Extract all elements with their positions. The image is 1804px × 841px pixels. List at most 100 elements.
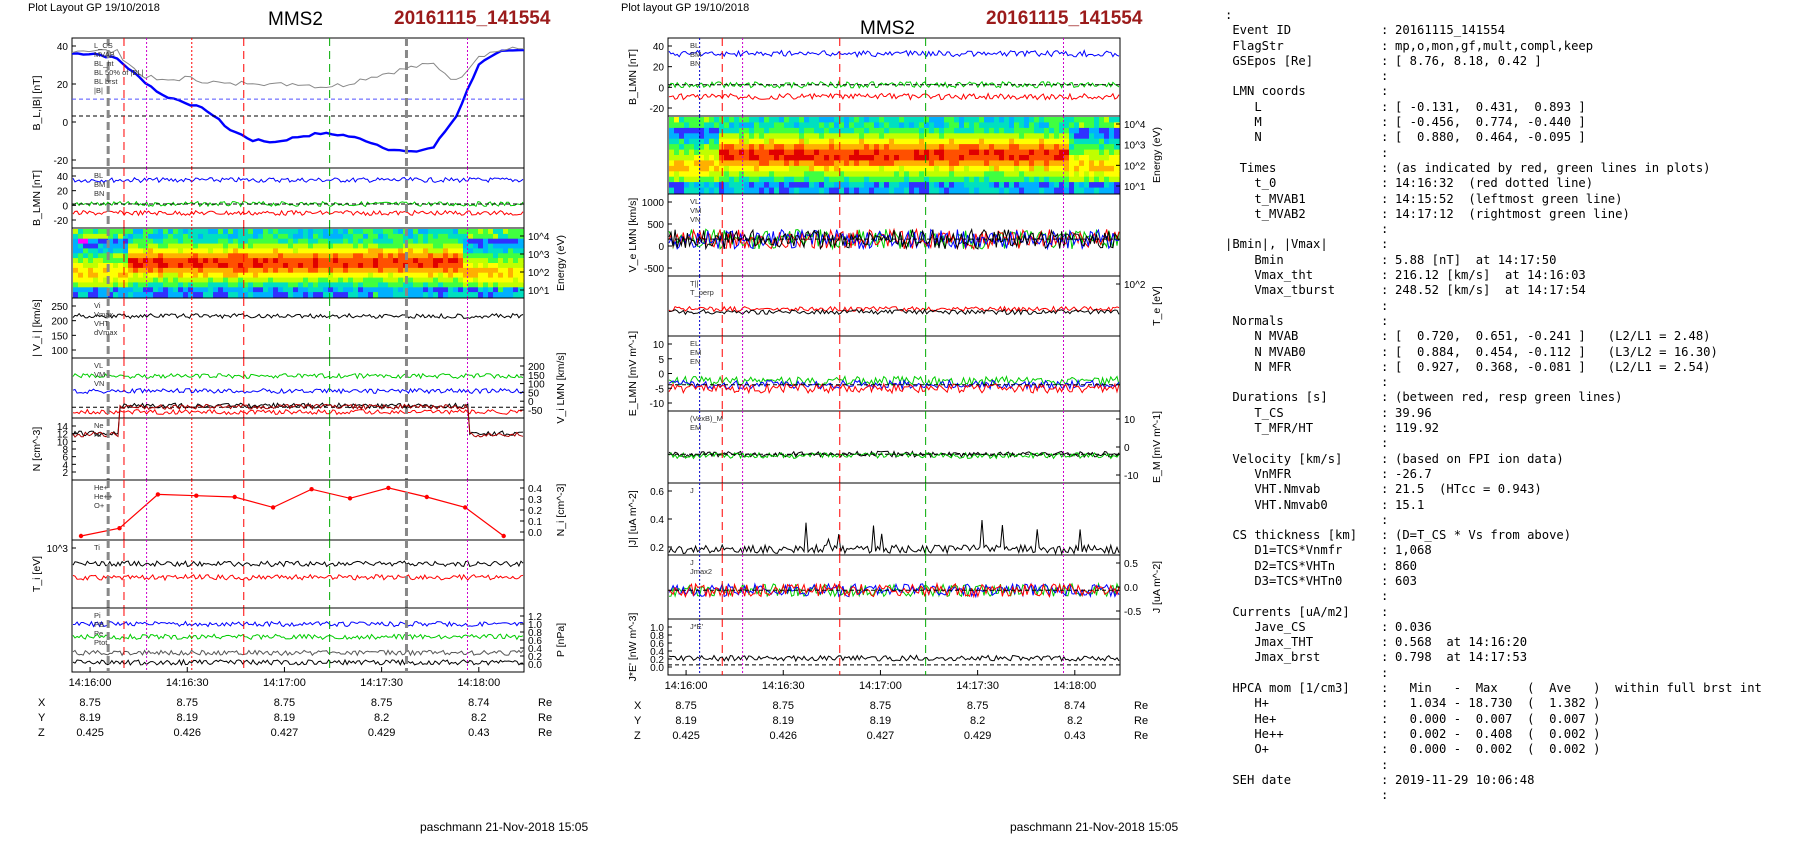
spectrogram-cell bbox=[313, 282, 319, 288]
y-axis-label: T_e [eV] bbox=[1151, 286, 1163, 326]
spectrogram-cell bbox=[328, 238, 334, 245]
spectrogram-cell bbox=[1004, 182, 1010, 189]
spectrogram-cell bbox=[198, 229, 204, 235]
spectrogram-cell bbox=[78, 229, 84, 235]
spectrogram-cell bbox=[488, 282, 494, 288]
spectrogram-cell bbox=[303, 292, 309, 298]
spectrogram-cell bbox=[303, 248, 309, 254]
spectrogram-cell bbox=[999, 160, 1005, 167]
spectrogram-cell bbox=[1014, 133, 1020, 140]
spectrogram-cell bbox=[228, 267, 234, 274]
spectrogram-cell bbox=[233, 248, 239, 254]
spectrogram-cell bbox=[919, 127, 925, 134]
spectrogram-cell bbox=[694, 117, 700, 123]
spectrogram-cell bbox=[669, 176, 675, 183]
spectrogram-cell bbox=[138, 292, 144, 298]
spectrogram-cell bbox=[323, 253, 329, 259]
spectrogram-cell bbox=[283, 263, 289, 269]
spectrogram-cell bbox=[1029, 155, 1035, 161]
spectrogram-cell bbox=[358, 233, 364, 240]
spectrogram-cell bbox=[358, 229, 364, 235]
spectrogram-cell bbox=[899, 155, 905, 161]
spectrogram-cell bbox=[373, 272, 379, 279]
spectrogram-cell bbox=[719, 138, 725, 145]
summary-key: Normals bbox=[1225, 313, 1284, 328]
y-axis-label: |J| [uA m^-2] bbox=[627, 490, 639, 548]
spectrogram-cell bbox=[383, 248, 389, 254]
spectrogram-cell bbox=[744, 182, 750, 189]
spectrogram-cell bbox=[448, 229, 454, 235]
spectrogram-cell bbox=[914, 149, 920, 156]
spectrogram-cell bbox=[929, 187, 935, 194]
spectrogram-cell bbox=[854, 176, 860, 183]
spectrogram-cell bbox=[153, 277, 159, 284]
spectrogram-cell bbox=[839, 182, 845, 189]
spectrogram-cell bbox=[694, 138, 700, 145]
spectrogram-cell bbox=[208, 267, 214, 274]
summary-colon: : bbox=[1381, 115, 1389, 130]
spectrogram-cell bbox=[669, 127, 675, 134]
spectrogram-cell bbox=[1074, 160, 1080, 167]
spectrogram-cell bbox=[914, 144, 920, 151]
spectrogram-cell bbox=[173, 292, 179, 298]
legend-entry: BL bbox=[690, 41, 699, 50]
spectrogram-cell bbox=[1109, 133, 1115, 140]
spectrogram-cell bbox=[989, 171, 995, 178]
spectrogram-cell bbox=[338, 229, 344, 235]
spectrogram-cell bbox=[924, 127, 930, 134]
spectrogram-cell bbox=[1099, 171, 1105, 178]
panel-frame bbox=[71, 417, 525, 481]
y-tick-label: 0.6 bbox=[650, 639, 664, 650]
spectrogram-cell bbox=[929, 122, 935, 129]
spectrogram-cell bbox=[899, 122, 905, 129]
spectrogram-cell bbox=[864, 165, 870, 172]
orbit-row-label: Z bbox=[38, 727, 45, 739]
spectrogram-cell bbox=[824, 133, 830, 140]
spectrogram-cell bbox=[999, 133, 1005, 140]
spectrogram-cell bbox=[118, 258, 124, 264]
spectrogram-cell bbox=[313, 253, 319, 259]
spectrogram-cell bbox=[944, 171, 950, 178]
spectrogram-cell bbox=[984, 122, 990, 129]
spectrogram-cell bbox=[128, 272, 134, 279]
spectrogram-cell bbox=[273, 238, 279, 245]
summary-key: L bbox=[1225, 99, 1262, 114]
spectrogram-cell bbox=[1009, 182, 1015, 189]
spectrogram-cell bbox=[508, 263, 514, 269]
spectrogram-cell bbox=[784, 160, 790, 167]
spectrogram-cell bbox=[463, 263, 469, 269]
spectrogram-cell bbox=[884, 160, 890, 167]
spectrogram-cell bbox=[323, 272, 329, 279]
spectrogram-cell bbox=[213, 238, 219, 245]
spectrogram-cell bbox=[864, 187, 870, 194]
spectrogram-cell bbox=[298, 292, 304, 298]
spectrogram-cell bbox=[704, 182, 710, 189]
right-footer: paschmann 21-Nov-2018 15:05 bbox=[1010, 820, 1179, 834]
spectrogram-cell bbox=[1114, 182, 1120, 189]
spectrogram-cell bbox=[418, 272, 424, 279]
spectrogram-cell bbox=[1049, 182, 1055, 189]
spectrogram-cell bbox=[338, 258, 344, 264]
spectrogram-cell bbox=[709, 138, 715, 145]
spectrogram-cell bbox=[508, 233, 514, 240]
spectrogram-cell bbox=[1044, 171, 1050, 178]
spectrogram-cell bbox=[949, 171, 955, 178]
spectrogram-cell bbox=[283, 287, 289, 293]
spectrogram-cell bbox=[198, 238, 204, 245]
spectrogram-cell bbox=[398, 272, 404, 279]
spectrogram-cell bbox=[954, 133, 960, 140]
spectrogram-cell bbox=[168, 248, 174, 254]
spectrogram-cell bbox=[363, 253, 369, 259]
spectrogram-cell bbox=[233, 238, 239, 245]
spectrogram-cell bbox=[303, 258, 309, 264]
spectrogram-cell bbox=[123, 258, 129, 264]
spectrogram-cell bbox=[223, 243, 229, 250]
summary-row: Jmax_brst:0.798 at 14:17:53 bbox=[1225, 650, 1800, 665]
spectrogram-cell bbox=[1059, 133, 1065, 140]
spectrogram-cell bbox=[1064, 122, 1070, 129]
spectrogram-cell bbox=[358, 292, 364, 298]
spectrogram-cell bbox=[263, 292, 269, 298]
spectrogram-cell bbox=[313, 277, 319, 284]
spectrogram-cell bbox=[238, 253, 244, 259]
